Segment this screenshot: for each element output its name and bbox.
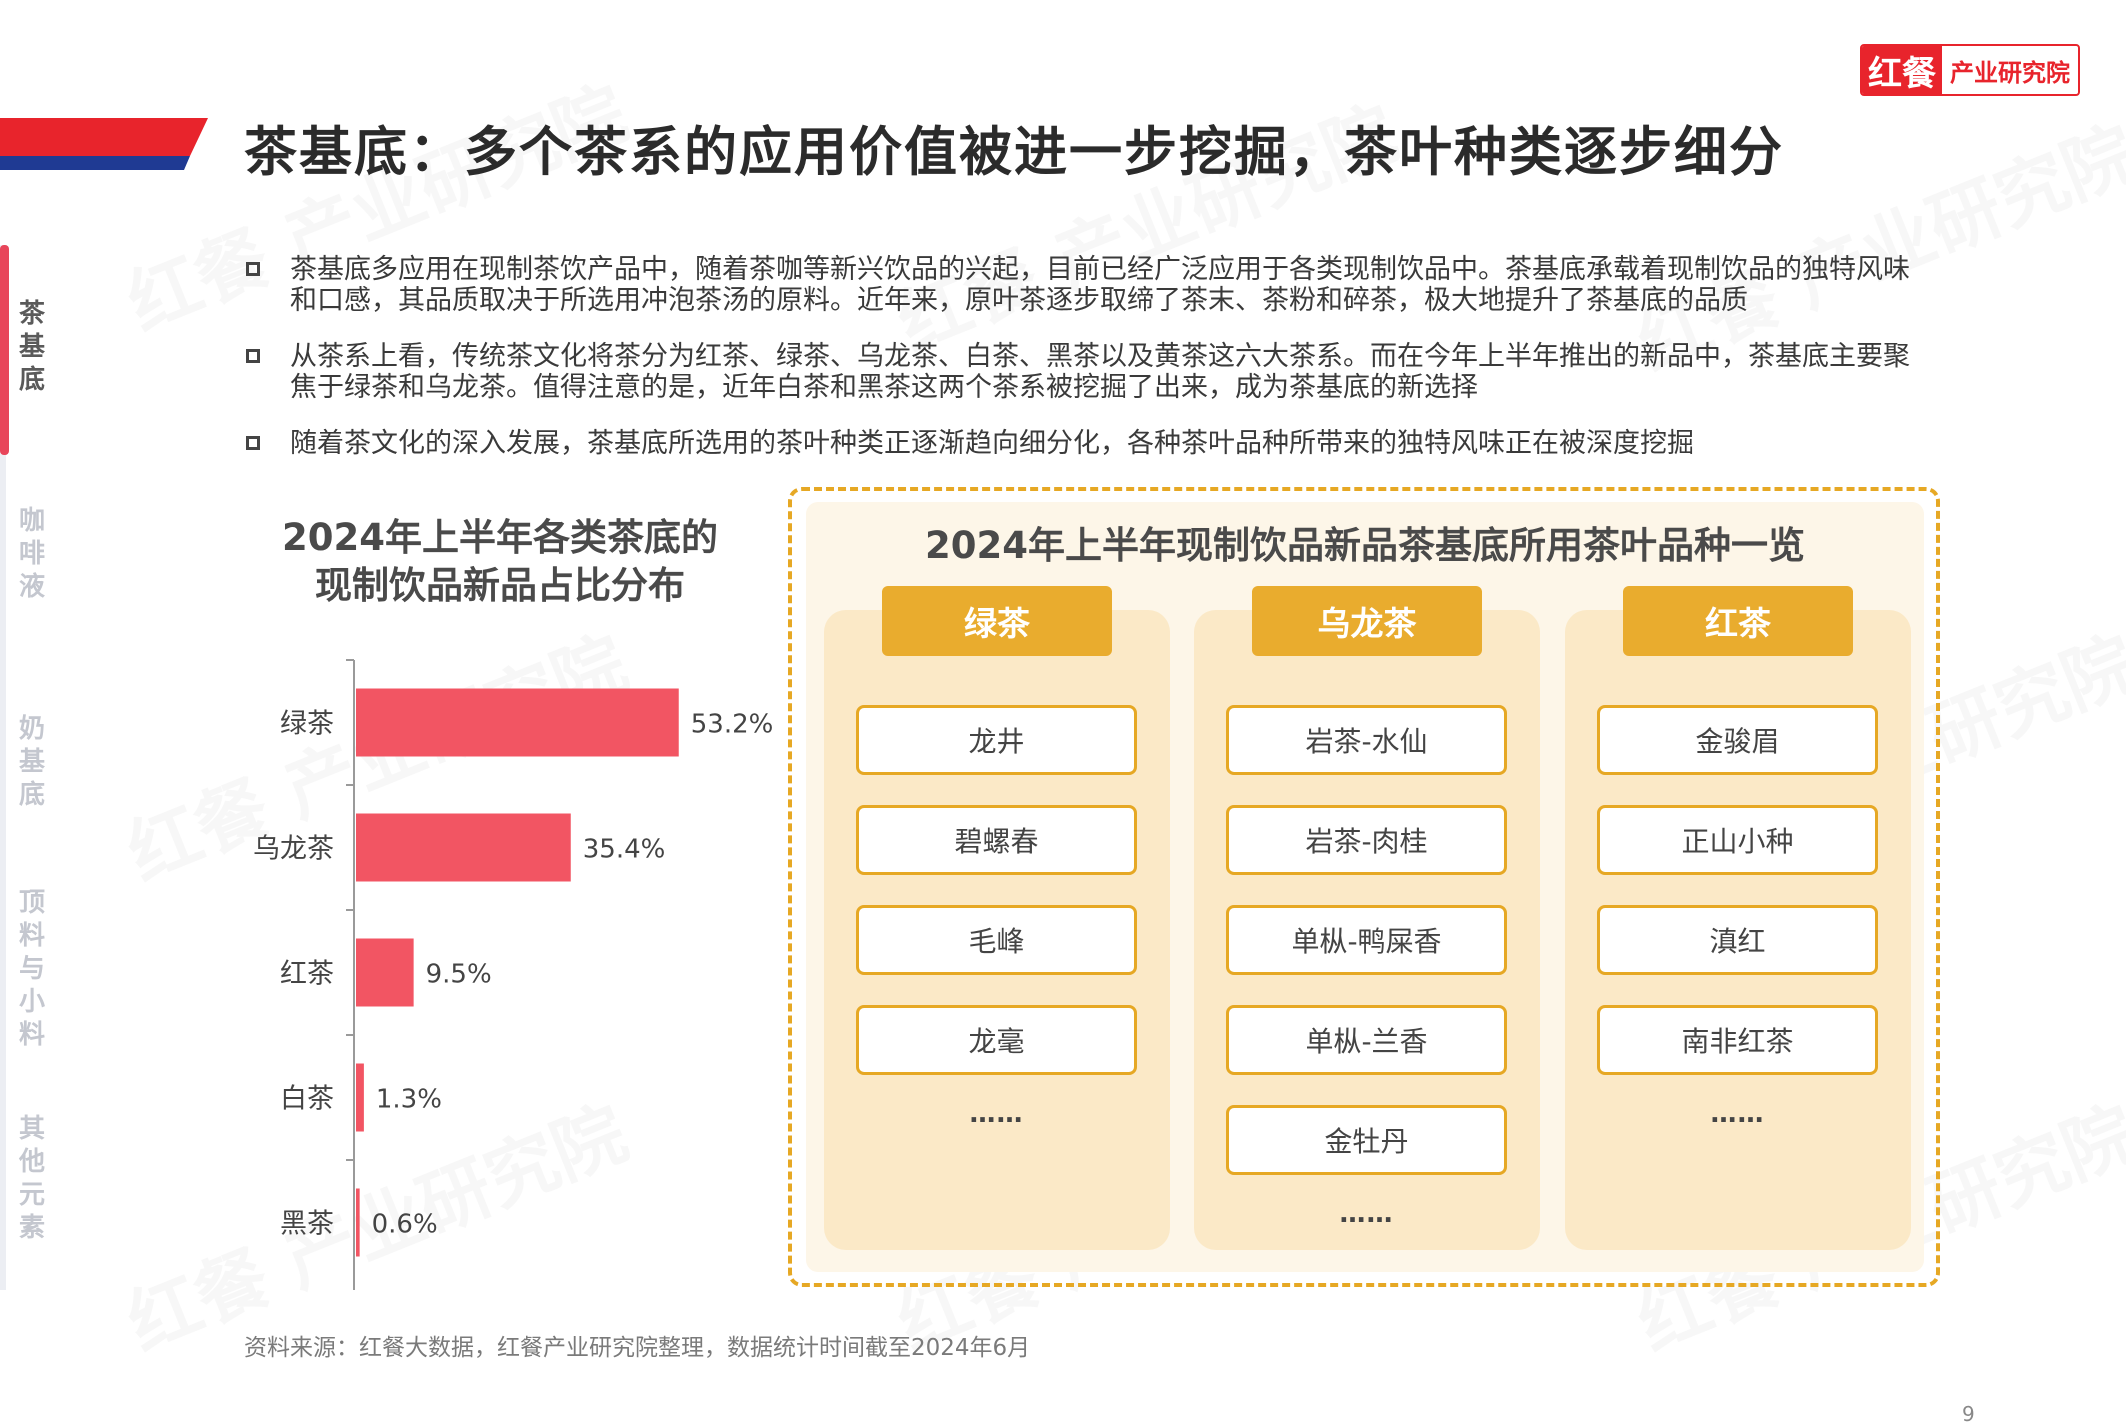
tea-variety-item: 龙井 (856, 705, 1137, 775)
bar (356, 1063, 364, 1132)
tea-variety-item: 单枞-兰香 (1226, 1005, 1507, 1075)
source-note: 资料来源：红餐大数据，红餐产业研究院整理，数据统计时间截至2024年6月 (244, 1335, 1031, 1361)
value-label: 0.6% (372, 1210, 438, 1240)
category-label: 黑茶 (280, 1209, 334, 1240)
tea-column-header: 绿茶 (882, 586, 1112, 656)
value-label: 53.2% (691, 710, 774, 740)
chart-title-line-1: 2024年上半年各类茶底的 (282, 516, 718, 559)
tea-column-ellipsis: …… (969, 1099, 1024, 1129)
header-accent-bar (0, 118, 208, 170)
side-nav-item-coffee[interactable]: 咖啡液 (18, 506, 45, 602)
logo-text: 产业研究院 (1950, 58, 2070, 87)
bullet-square-icon (246, 262, 260, 276)
tea-column-ellipsis: …… (1710, 1099, 1765, 1129)
page-title: 茶基底：多个茶系的应用价值被进一步挖掘，茶叶种类逐步细分 (244, 122, 1784, 183)
tea-variety-item: 岩茶-肉桂 (1226, 805, 1507, 875)
bullet-text: 茶基底多应用在现制茶饮产品中，随着茶咖等新兴饮品的兴起，目前已经广泛应用于各类现… (290, 254, 1910, 316)
value-label: 35.4% (583, 835, 666, 865)
bar (356, 1188, 360, 1257)
chart-title-line-2: 现制饮品新品占比分布 (315, 564, 685, 607)
bullet-square-icon (246, 349, 260, 363)
bar-chart: 绿茶 53.2% 乌龙茶 35.4% 红茶 9.5% 白茶 1.3% 黑茶 0.6% (253, 659, 774, 1290)
bullet-point: 从茶系上看，传统茶文化将茶分为红茶、绿茶、乌龙茶、白茶、黑茶以及黄茶这六大茶系。… (246, 341, 1926, 403)
side-nav-item-tea-base[interactable]: 茶基底 (18, 299, 45, 395)
brand-logo: 红餐 产业研究院 (1860, 44, 2080, 96)
tea-variety-item: 金骏眉 (1597, 705, 1878, 775)
side-nav-item-milk-base[interactable]: 奶基底 (18, 714, 45, 810)
value-label: 1.3% (376, 1085, 442, 1115)
tea-column-header: 乌龙茶 (1252, 586, 1482, 656)
category-label: 红茶 (280, 959, 334, 990)
tea-variety-item: 正山小种 (1597, 805, 1878, 875)
value-label: 9.5% (426, 960, 492, 990)
tea-variety-item: 金牡丹 (1226, 1105, 1507, 1175)
tea-variety-item: 龙毫 (856, 1005, 1137, 1075)
category-label: 绿茶 (280, 709, 334, 740)
panel-title: 2024年上半年现制饮品新品茶基底所用茶叶品种一览 (925, 524, 1805, 567)
category-label: 白茶 (280, 1084, 334, 1115)
chart-title: 2024年上半年各类茶底的 现制饮品新品占比分布 (250, 514, 750, 610)
bullet-text: 随着茶文化的深入发展，茶基底所选用的茶叶种类正逐渐趋向细分化，各种茶叶品种所带来… (290, 428, 1694, 459)
side-nav-item-toppings[interactable]: 顶料与小料 (18, 888, 45, 1050)
tea-variety-item: 南非红茶 (1597, 1005, 1878, 1075)
tea-varieties-panel (788, 487, 1940, 1287)
tea-variety-item: 岩茶-水仙 (1226, 705, 1507, 775)
side-nav-track (0, 245, 6, 1290)
bullet-square-icon (246, 436, 260, 450)
tea-variety-item: 滇红 (1597, 905, 1878, 975)
logo-mark: 红餐 (1862, 46, 1942, 94)
side-nav-active-indicator (0, 245, 9, 455)
bar (356, 813, 571, 882)
page-number: 9 (1962, 1402, 1975, 1426)
bar (356, 688, 679, 757)
bullet-point: 随着茶文化的深入发展，茶基底所选用的茶叶种类正逐渐趋向细分化，各种茶叶品种所带来… (246, 428, 1926, 459)
tea-variety-item: 碧螺春 (856, 805, 1137, 875)
tea-variety-item: 毛峰 (856, 905, 1137, 975)
tea-column-ellipsis: …… (1339, 1199, 1394, 1229)
bullet-point: 茶基底多应用在现制茶饮产品中，随着茶咖等新兴饮品的兴起，目前已经广泛应用于各类现… (246, 254, 1926, 316)
side-nav-item-other[interactable]: 其他元素 (18, 1114, 45, 1243)
bar (356, 938, 414, 1007)
tea-variety-item: 单枞-鸭屎香 (1226, 905, 1507, 975)
bullet-text: 从茶系上看，传统茶文化将茶分为红茶、绿茶、乌龙茶、白茶、黑茶以及黄茶这六大茶系。… (290, 341, 1910, 403)
category-label: 乌龙茶 (253, 834, 334, 865)
tea-column-header: 红茶 (1623, 586, 1853, 656)
